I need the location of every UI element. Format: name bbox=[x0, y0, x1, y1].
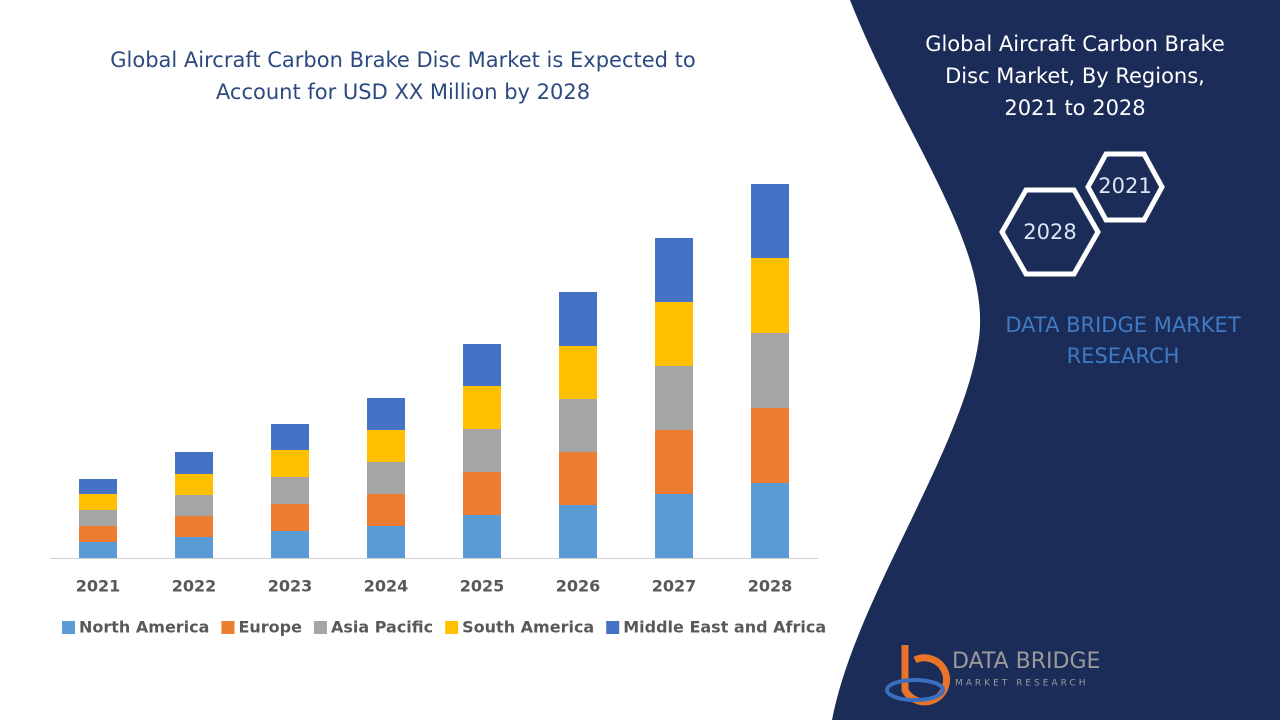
brand-text: RESEARCH bbox=[1067, 344, 1180, 368]
bar-segment bbox=[175, 537, 213, 558]
bar-segment bbox=[367, 526, 405, 558]
bar-segment bbox=[559, 346, 597, 399]
legend-swatch bbox=[221, 621, 235, 634]
panel-title: Disc Market, By Regions, bbox=[945, 64, 1205, 88]
legend-label: North America bbox=[79, 618, 209, 637]
bar-segment bbox=[655, 366, 693, 430]
logo-tagline: MARKET RESEARCH bbox=[955, 679, 1088, 689]
bar-segment bbox=[463, 515, 501, 558]
hexagon-label: 2021 bbox=[1098, 174, 1151, 198]
bar-segment bbox=[751, 258, 789, 333]
bar-segment bbox=[79, 494, 117, 510]
bar-segment bbox=[463, 429, 501, 472]
bar-segment bbox=[655, 430, 693, 494]
bar-segment bbox=[655, 302, 693, 366]
bar-segment bbox=[559, 452, 597, 505]
x-tick-label: 2022 bbox=[172, 577, 217, 596]
x-tick-label: 2024 bbox=[364, 577, 409, 596]
bar-segment bbox=[559, 292, 597, 346]
side-panel bbox=[832, 0, 1280, 720]
legend-swatch bbox=[313, 621, 327, 634]
bar-segment bbox=[175, 452, 213, 474]
chart-title: Account for USD XX Million by 2028 bbox=[216, 80, 590, 104]
panel-title: 2021 to 2028 bbox=[1004, 96, 1145, 120]
hexagon bbox=[999, 187, 1101, 277]
bar-segment bbox=[175, 474, 213, 495]
legend-label: South America bbox=[462, 618, 594, 637]
bar-segment bbox=[79, 479, 117, 494]
bar-segment bbox=[655, 238, 693, 302]
legend-swatch bbox=[445, 621, 459, 634]
bar-segment bbox=[463, 472, 501, 515]
bar-segment bbox=[175, 516, 213, 537]
logo-icon bbox=[885, 645, 950, 706]
bar-segment bbox=[271, 450, 309, 477]
bar-segment bbox=[79, 510, 117, 526]
bar-segment bbox=[463, 386, 501, 429]
legend-swatch bbox=[62, 621, 75, 634]
bar-segment bbox=[751, 408, 789, 483]
bar-segment bbox=[79, 542, 117, 558]
x-tick-label: 2025 bbox=[460, 577, 505, 596]
logo-ring bbox=[885, 678, 945, 702]
legend-label: Asia Pacific bbox=[331, 618, 433, 637]
brand-text: DATA BRIDGE MARKET bbox=[1005, 313, 1240, 337]
x-tick-label: 2028 bbox=[748, 577, 793, 596]
hexagon-label: 2028 bbox=[1023, 220, 1076, 244]
bar-segment bbox=[655, 494, 693, 558]
bar-segment bbox=[367, 398, 405, 430]
bar-segment bbox=[559, 399, 597, 452]
x-tick-label: 2026 bbox=[556, 577, 601, 596]
bar-segment bbox=[175, 495, 213, 516]
hexagon bbox=[1085, 151, 1165, 223]
bar-segment bbox=[367, 430, 405, 462]
bar-segment bbox=[271, 424, 309, 450]
x-tick-label: 2021 bbox=[76, 577, 121, 596]
bar-segment bbox=[751, 483, 789, 558]
bar-segment bbox=[463, 344, 501, 386]
panel-title: Global Aircraft Carbon Brake bbox=[925, 32, 1225, 56]
legend-label: Middle East and Africa bbox=[623, 618, 826, 637]
bar-segment bbox=[367, 462, 405, 494]
bar-segment bbox=[79, 526, 117, 542]
logo-name: DATA BRIDGE bbox=[952, 649, 1100, 674]
chart-title: Global Aircraft Carbon Brake Disc Market… bbox=[110, 48, 695, 72]
bar-segment bbox=[271, 531, 309, 558]
bar-segment bbox=[271, 477, 309, 504]
bar-segment bbox=[271, 504, 309, 531]
x-tick-label: 2023 bbox=[268, 577, 313, 596]
bar-segment bbox=[751, 333, 789, 408]
legend-swatch bbox=[606, 621, 620, 634]
bar-segment bbox=[559, 505, 597, 558]
x-tick-label: 2027 bbox=[652, 577, 697, 596]
bar-segment bbox=[751, 184, 789, 258]
bar-segment bbox=[367, 494, 405, 526]
legend-label: Europe bbox=[238, 618, 302, 637]
